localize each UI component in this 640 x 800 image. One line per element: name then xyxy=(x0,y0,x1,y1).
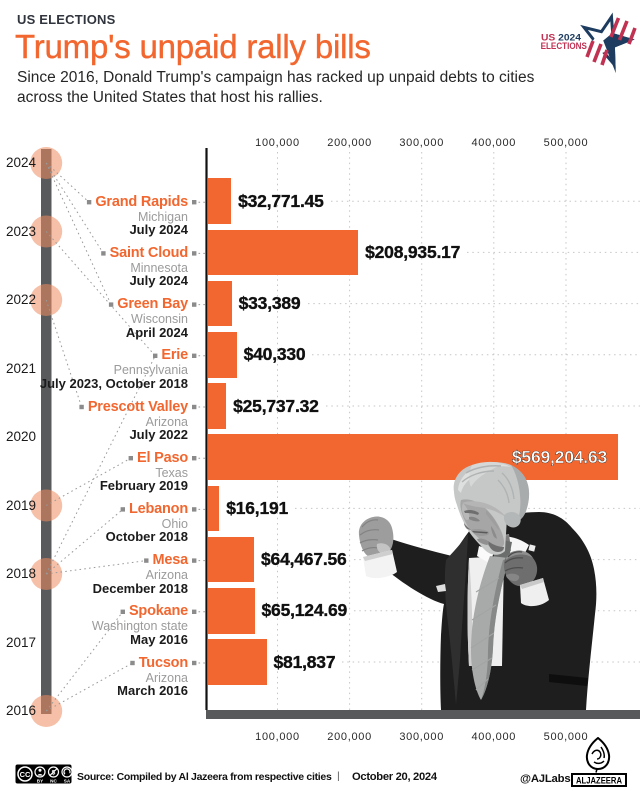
svg-text:$: $ xyxy=(52,769,56,776)
svg-text:ELECTIONS: ELECTIONS xyxy=(541,41,588,52)
svg-text:US 2024: US 2024 xyxy=(541,32,582,43)
svg-text:CC: CC xyxy=(20,770,31,779)
svg-text:NC: NC xyxy=(50,778,57,783)
svg-text:ALJAZEERA: ALJAZEERA xyxy=(576,776,622,787)
svg-text:BY: BY xyxy=(37,778,43,783)
svg-text:SA: SA xyxy=(64,778,71,783)
